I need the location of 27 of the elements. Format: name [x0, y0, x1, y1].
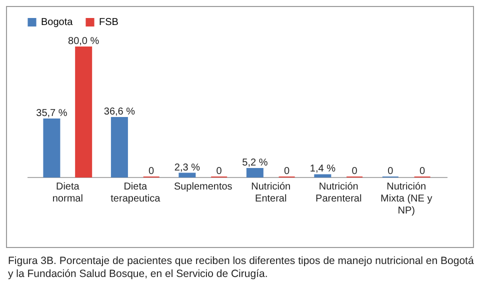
- legend-label: FSB: [99, 17, 119, 28]
- data-label: 80,0 %: [68, 36, 100, 47]
- data-label: 0: [388, 166, 394, 177]
- bar: [246, 168, 264, 178]
- legend-label: Bogota: [41, 17, 74, 28]
- data-label: 2,3 %: [174, 162, 200, 174]
- x-tick-label: Nutrición Enteral: [251, 182, 291, 204]
- text: Figura 3B. Porcentaje de pacientes que reciben los diferentes tipos de manejo nutricional en Bogotá y la Fundación Salud Bosque, en el Servicio de Cirugía.: [8, 255, 475, 281]
- data-label: 0: [216, 166, 222, 177]
- bar: [75, 46, 92, 178]
- data-label: 0: [148, 166, 155, 177]
- data-label: 0: [420, 166, 426, 177]
- bar: [178, 172, 196, 178]
- data-label: 35,7 %: [36, 108, 68, 119]
- x-tick-label: Nutrición Parenteral: [316, 182, 362, 204]
- bar: [43, 118, 60, 178]
- data-label: 1,4 %: [310, 164, 336, 175]
- x-tick-label: Dieta terapeutica: [110, 182, 161, 204]
- data-label: 0: [284, 166, 290, 177]
- data-label: 36,6 %: [104, 106, 136, 118]
- bar: [314, 174, 332, 178]
- x-tick-label: Nutrición Mixta (NE y NP): [380, 182, 432, 216]
- data-label: 5,2 %: [242, 158, 268, 169]
- data-label: 0: [352, 166, 358, 177]
- x-tick-label: Dieta normal: [52, 182, 83, 204]
- bar: [110, 117, 128, 178]
- x-tick-label: Suplementos: [174, 182, 232, 192]
